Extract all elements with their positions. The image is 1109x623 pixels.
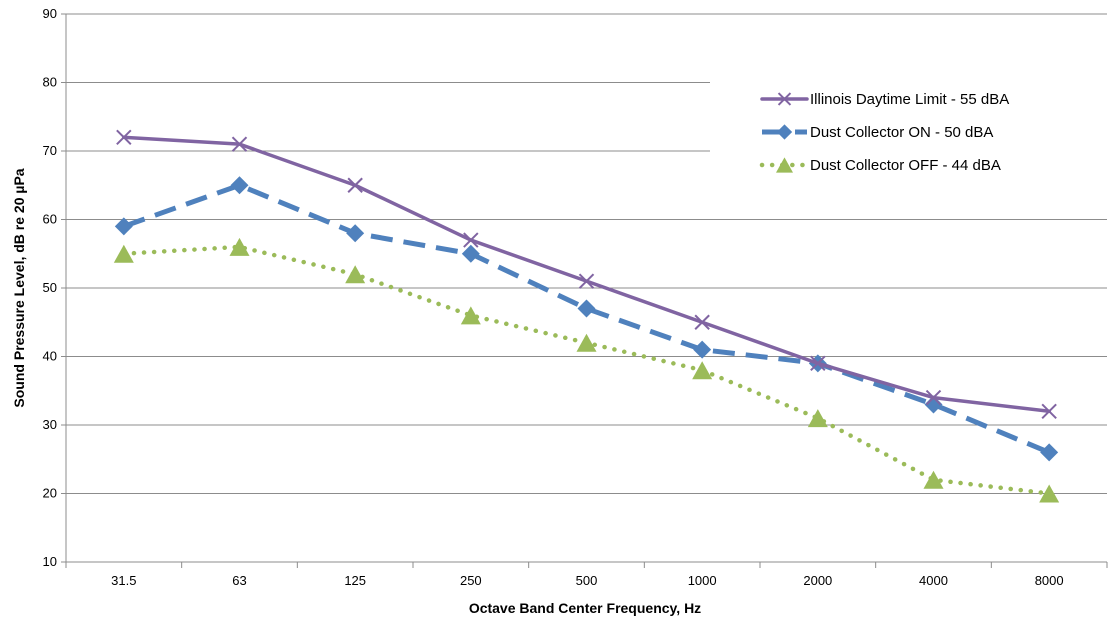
marker-x-stroke — [463, 232, 479, 248]
y-tick-label: 90 — [43, 6, 57, 21]
marker-x-stroke — [810, 355, 826, 372]
y-axis-title: Sound Pressure Level, dB re 20 µPa — [11, 168, 27, 407]
marker-x — [925, 389, 942, 406]
marker-x-stroke — [116, 129, 132, 146]
marker-diamond — [577, 299, 596, 318]
marker-triangle — [692, 361, 713, 380]
marker-triangle — [776, 157, 793, 173]
marker-x — [777, 92, 792, 106]
marker-diamond — [230, 176, 249, 195]
legend-item-2: Dust Collector OFF - 44 dBA — [759, 157, 1001, 174]
marker-x-stroke — [1041, 403, 1057, 420]
y-tick-label: 20 — [43, 486, 57, 501]
x-tick-label: 8000 — [1035, 573, 1064, 588]
marker-x-stroke — [347, 177, 363, 193]
legend-label: Illinois Daytime Limit - 55 dBA — [810, 91, 1009, 108]
marker-diamond — [1040, 443, 1059, 462]
series-group — [113, 129, 1060, 503]
x-tick-label: 250 — [460, 573, 482, 588]
legend-label: Dust Collector ON - 50 dBA — [810, 124, 993, 141]
x-axis-title: Octave Band Center Frequency, Hz — [469, 600, 701, 616]
marker-triangle — [229, 237, 250, 256]
marker-diamond — [461, 244, 480, 263]
legend-item-0: Illinois Daytime Limit - 55 dBA — [760, 91, 1009, 108]
y-tick-label: 50 — [43, 280, 57, 295]
y-tick-label: 30 — [43, 417, 57, 432]
legend-item-1: Dust Collector ON - 50 dBA — [762, 124, 993, 141]
marker-triangle — [923, 470, 944, 489]
marker-triangle — [807, 409, 828, 428]
marker-x-stroke — [578, 273, 595, 289]
marker-diamond — [693, 340, 712, 359]
marker-x — [810, 355, 826, 372]
series-2 — [113, 237, 1060, 503]
marker-x — [116, 129, 132, 146]
marker-triangle — [1039, 484, 1060, 503]
marker-x-stroke — [231, 136, 248, 152]
legend: Illinois Daytime Limit - 55 dBA Dust Coll… — [759, 91, 1009, 174]
x-tick-label: 125 — [344, 573, 366, 588]
y-tick-label: 70 — [43, 143, 57, 158]
marker-diamond — [924, 395, 943, 414]
marker-x — [1041, 403, 1057, 420]
marker-diamond — [114, 217, 133, 236]
marker-x — [578, 273, 595, 289]
series-0 — [116, 129, 1057, 420]
marker-triangle — [460, 306, 481, 325]
x-tick-label: 1000 — [688, 573, 717, 588]
marker-triangle — [345, 265, 366, 284]
marker-x — [231, 136, 248, 152]
y-tick-label: 40 — [43, 349, 57, 364]
legend-label: Dust Collector OFF - 44 dBA — [810, 157, 1001, 174]
x-tick-label: 31.5 — [111, 573, 136, 588]
series-1 — [114, 176, 1059, 462]
x-tick-label: 4000 — [919, 573, 948, 588]
marker-triangle — [113, 244, 134, 263]
marker-x — [347, 177, 363, 193]
x-tick-label: 500 — [576, 573, 598, 588]
marker-x — [694, 314, 710, 330]
marker-diamond — [776, 124, 793, 140]
y-tick-label: 10 — [43, 554, 57, 569]
marker-triangle — [576, 333, 597, 352]
marker-x — [463, 232, 479, 248]
x-axis-ticks: 31.5 63 125 250 500 1000 2000 4000 8000 — [65, 562, 1108, 588]
y-tick-label: 60 — [43, 212, 57, 227]
marker-x-stroke — [694, 314, 710, 330]
marker-x-stroke — [925, 389, 942, 406]
x-tick-label: 63 — [232, 573, 246, 588]
x-tick-label: 2000 — [803, 573, 832, 588]
marker-diamond — [346, 224, 365, 243]
marker-x-stroke — [777, 92, 792, 106]
y-tick-label: 80 — [43, 75, 57, 90]
y-axis-ticks: 10 20 30 40 50 60 70 80 90 — [43, 6, 66, 569]
